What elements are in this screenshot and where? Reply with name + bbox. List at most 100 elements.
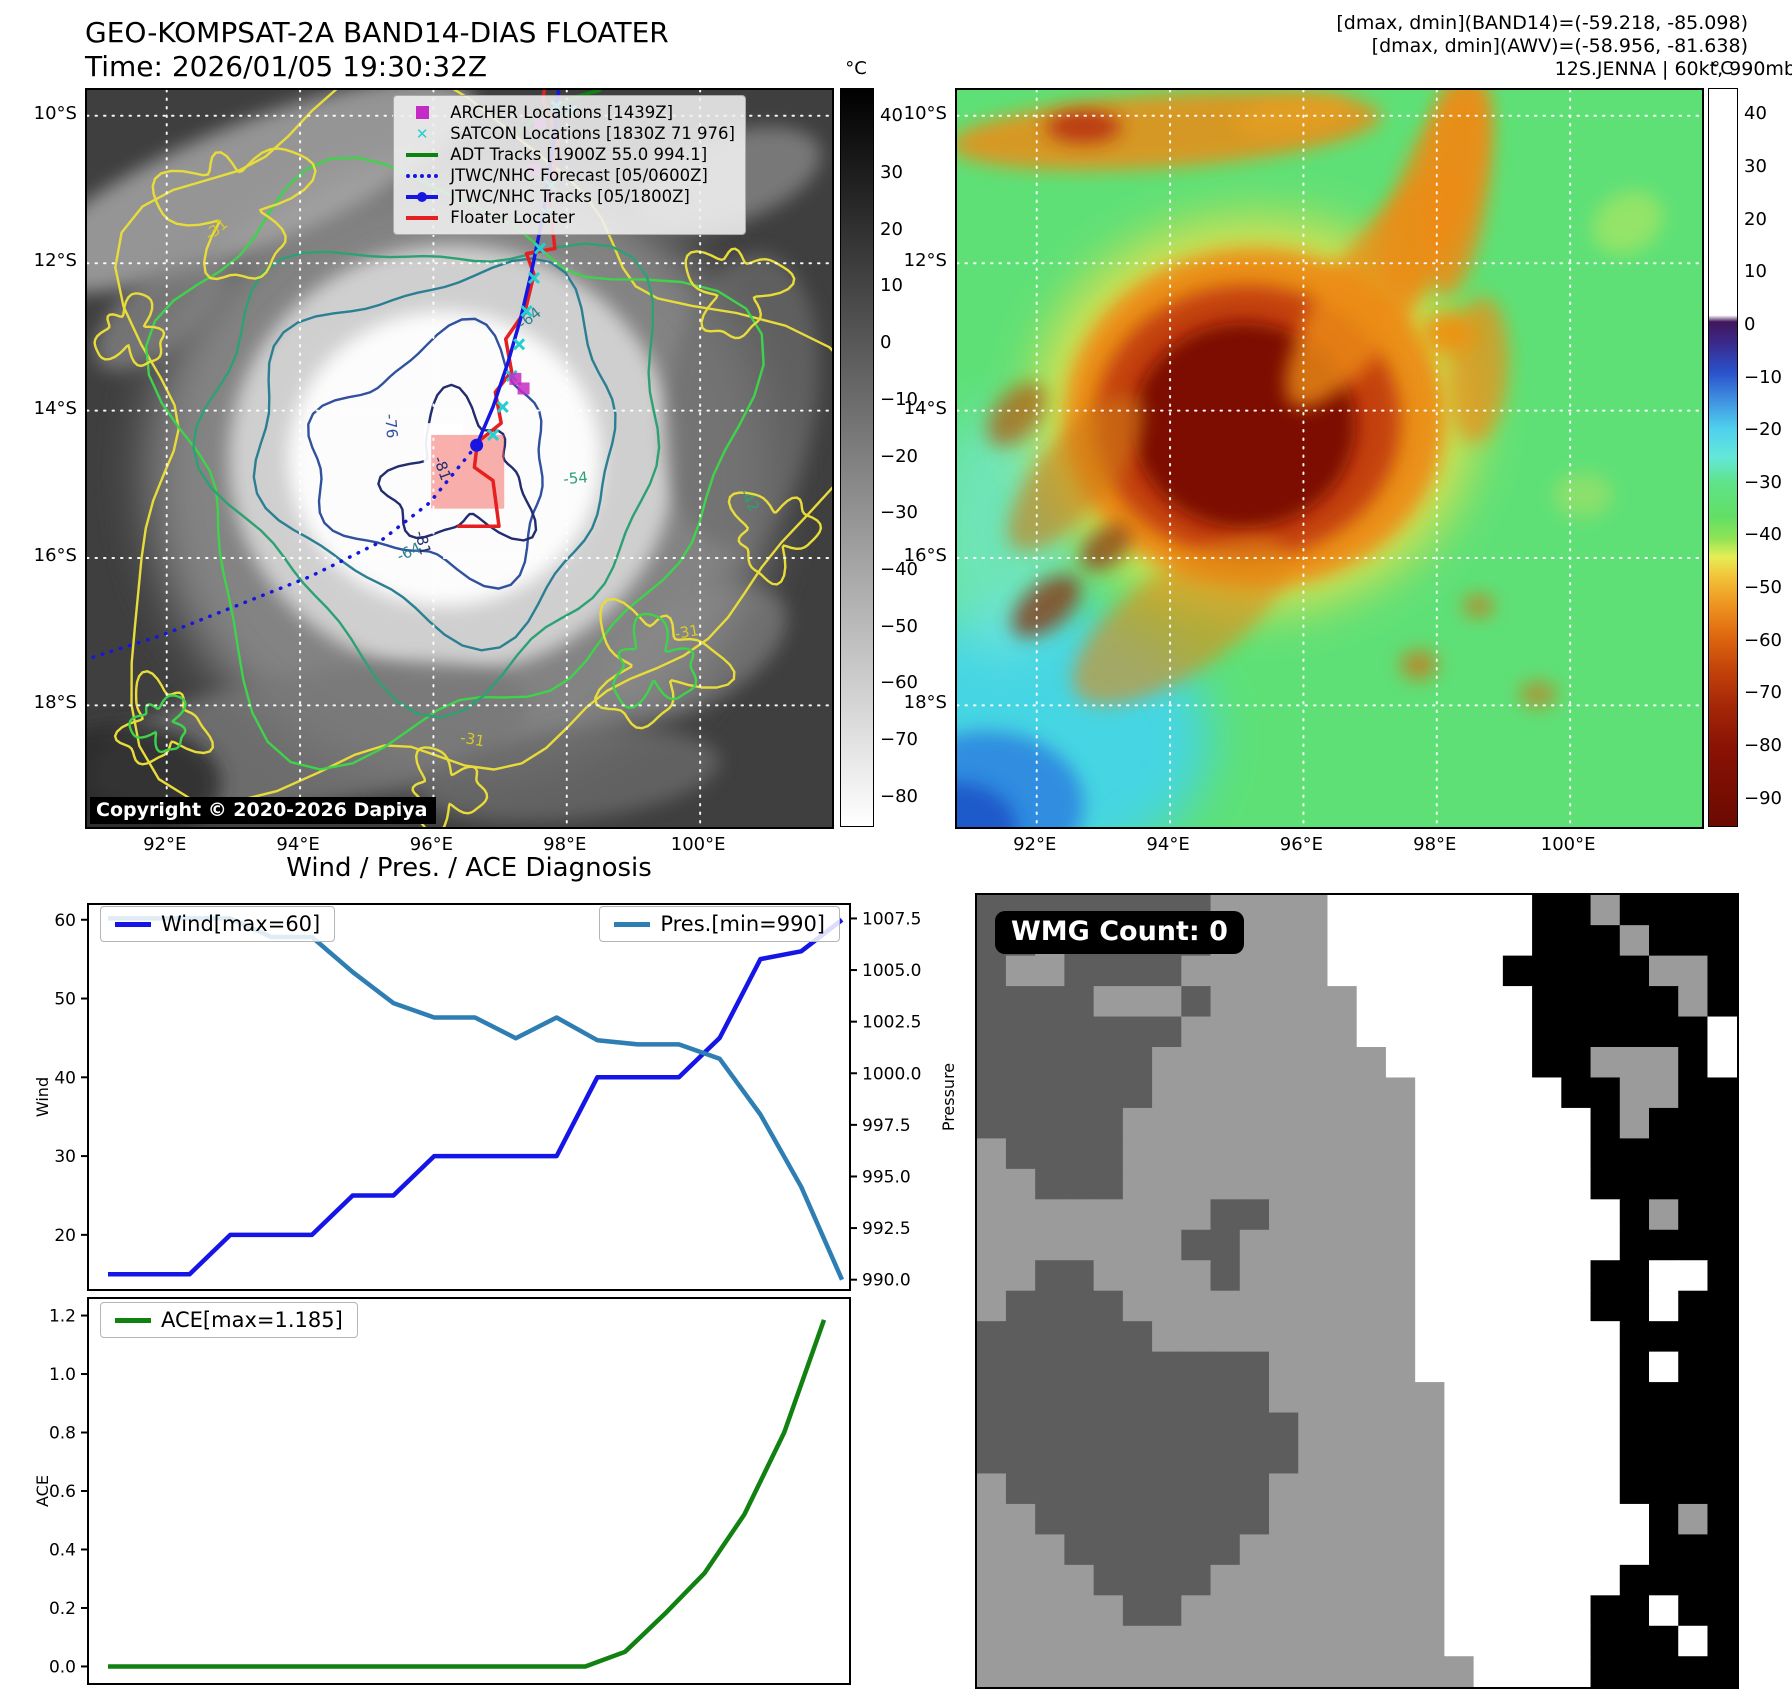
- contour-line: [727, 491, 823, 586]
- y-axis-title: ACE: [33, 1475, 52, 1507]
- colorbar-tick-label: 40: [1744, 103, 1767, 125]
- y-tick-label: 0.4: [49, 1540, 76, 1560]
- lon-tick-label: 100°E: [1540, 834, 1596, 855]
- y-tick-label: 0.2: [49, 1599, 76, 1619]
- legend-item-label: JTWC/NHC Forecast [05/0600Z]: [450, 166, 708, 185]
- y-tick-label: 0.8: [49, 1424, 76, 1444]
- x-legend-marker: ✕: [415, 124, 429, 143]
- lon-tick-label: 96°E: [409, 834, 454, 855]
- y-tick-label: 50: [54, 990, 76, 1010]
- y-tick-label: 0.0: [49, 1657, 76, 1677]
- lat-tick-label: 12°S: [903, 250, 947, 272]
- timestamp: Time: 2026/01/05 19:30:32Z: [85, 50, 488, 83]
- ace-chart: 0.0 0.2 0.4 0.6 0.8 1.0 1.2 ACE: [33, 1297, 851, 1685]
- pressure-legend: Pres.[min=990]: [599, 906, 840, 942]
- colorbar-tick-label: −20: [880, 445, 918, 467]
- series-ACE[max=1.185]: [108, 1319, 827, 1669]
- contour-label: -31: [459, 728, 486, 750]
- y-tick-label: 20: [54, 1226, 76, 1246]
- colorbar-tick-label: −30: [880, 502, 918, 524]
- y2-tick-label: 1007.5: [862, 909, 921, 929]
- band14-imagery: -64-54-76-81-81-64-42-31-31-31: [87, 90, 832, 827]
- colorbar-tick-label: −70: [1744, 682, 1782, 704]
- colorbar-tick-label: −90: [1744, 787, 1782, 809]
- wmg-grid: [977, 895, 1737, 1687]
- colorbar-tick-label: 10: [1744, 261, 1767, 283]
- contour-label: -31: [673, 621, 700, 643]
- y2-tick-label: 1002.5: [862, 1013, 921, 1033]
- lon-tick-label: 100°E: [670, 834, 726, 855]
- lon-tick-label: 92°E: [1013, 834, 1057, 855]
- legend-item-3: JTWC/NHC Forecast [05/0600Z]: [402, 165, 735, 186]
- ace-legend: ACE[max=1.185]: [100, 1302, 358, 1338]
- colorbar-tick-label: −70: [880, 728, 918, 750]
- enhanced-ir-imagery: [957, 90, 1702, 827]
- colorbar-tick-label: 30: [1744, 155, 1767, 177]
- contour-line: [128, 694, 187, 754]
- satellite-title-block: GEO-KOMPSAT-2A BAND14-DIAS FLOATER Time:…: [85, 16, 669, 84]
- copyright-banner: Copyright © 2020-2026 Dapiya: [90, 797, 437, 824]
- colorbar-tick-label: −50: [880, 615, 918, 637]
- lat-tick-label: 18°S: [33, 692, 77, 714]
- dmax-dmin-awv: [dmax, dmin](AWV)=(-58.956, -81.638): [1371, 35, 1748, 57]
- legend-item-label: ADT Tracks [1900Z 55.0 994.1]: [450, 145, 708, 164]
- band14-colorbar: [840, 88, 874, 827]
- legend-item-2: ADT Tracks [1900Z 55.0 994.1]: [402, 144, 735, 165]
- pressure-legend-label: Pres.[min=990]: [660, 912, 825, 936]
- ace-line-swatch: [115, 1317, 151, 1323]
- colorbar-tick-label: 40: [880, 105, 903, 127]
- colorbar-tick-label: −60: [1744, 629, 1782, 651]
- wind-legend-label: Wind[max=60]: [161, 912, 321, 936]
- y-axis-title: Wind: [33, 1077, 52, 1117]
- contour-line: [144, 156, 765, 771]
- contour-line: [252, 257, 617, 652]
- y2-tick-label: 997.5: [862, 1116, 911, 1136]
- lon-tick-label: 98°E: [1413, 834, 1457, 855]
- ace-legend-label: ACE[max=1.185]: [161, 1308, 343, 1332]
- lat-tick-label: 16°S: [33, 544, 77, 566]
- y2-tick-label: 1000.0: [862, 1064, 921, 1084]
- y-tick-label: 30: [54, 1147, 76, 1167]
- legend-item-label: ARCHER Locations [1439Z]: [450, 103, 674, 122]
- ir-colorbar-unit: °C: [1711, 58, 1733, 79]
- archer-square-marker: [509, 372, 522, 385]
- storm-info-block: [dmax, dmin](BAND14)=(-59.218, -85.098) …: [1336, 12, 1792, 81]
- legend-item-label: SATCON Locations [1830Z 71 976]: [450, 124, 735, 143]
- colorbar-tick-label: 0: [1744, 313, 1756, 335]
- colorbar-tick-label: −40: [880, 558, 918, 580]
- lon-tick-label: 94°E: [1146, 834, 1190, 855]
- wmg-count-badge: WMG Count: 0: [995, 911, 1244, 954]
- contour-line: [307, 317, 544, 590]
- diagnosis-chart-title: Wind / Pres. / ACE Diagnosis: [286, 853, 652, 883]
- colorbar-tick-label: −10: [1744, 366, 1782, 388]
- band14-colorbar-unit: °C: [845, 58, 867, 79]
- contour-line: [411, 746, 489, 827]
- colorbar-tick-label: −40: [1744, 524, 1782, 546]
- lat-tick-label: 16°S: [903, 544, 947, 566]
- contour-label: -54: [563, 468, 589, 488]
- wmg-classification-map: WMG Count: 0: [975, 893, 1739, 1689]
- y-tick-label: 40: [54, 1068, 76, 1088]
- y-tick-label: 0.6: [49, 1482, 76, 1502]
- archer-square-marker: [517, 382, 530, 395]
- jtwc-position-dot: [470, 438, 484, 452]
- legend-item-label: Floater Locater: [450, 208, 575, 227]
- line-legend-marker: [402, 152, 442, 157]
- lon-tick-label: 92°E: [143, 834, 187, 855]
- colorbar-tick-label: 20: [1744, 208, 1767, 230]
- colorbar-tick-label: −60: [880, 672, 918, 694]
- lon-tick-label: 94°E: [276, 834, 320, 855]
- series-Wind[max=60]: [108, 918, 844, 1277]
- floater-region-box: [431, 434, 505, 509]
- enhanced-ir-map: [955, 88, 1704, 829]
- pressure-line-swatch: [614, 921, 651, 927]
- contour-line: [192, 242, 661, 719]
- colorbar-tick-label: −30: [1744, 471, 1782, 493]
- wind-legend: Wind[max=60]: [100, 906, 336, 942]
- contour-line: [151, 147, 317, 281]
- page-title: GEO-KOMPSAT-2A BAND14-DIAS FLOATER: [85, 16, 669, 49]
- legend-item-0: ARCHER Locations [1439Z]: [402, 102, 735, 123]
- colorbar-tick-label: −20: [1744, 419, 1782, 441]
- square-legend-marker: [402, 106, 442, 119]
- lon-tick-label: 98°E: [543, 834, 587, 855]
